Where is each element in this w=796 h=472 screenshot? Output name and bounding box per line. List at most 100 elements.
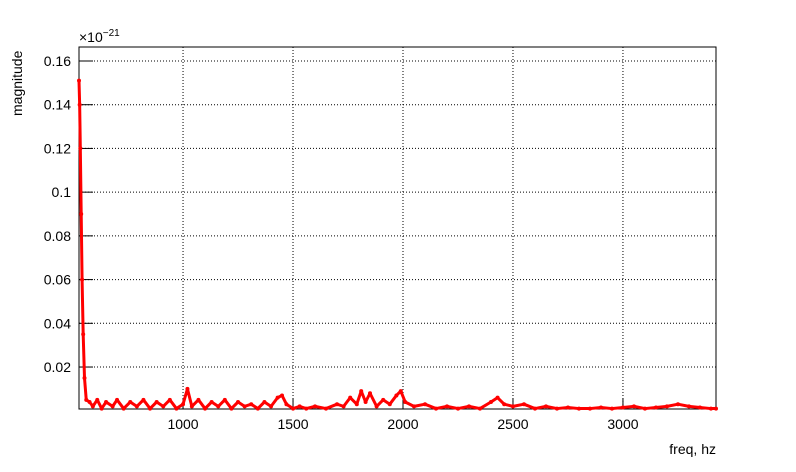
data-point <box>84 397 89 402</box>
data-point <box>387 402 392 407</box>
data-point <box>222 397 227 402</box>
y-tick-label: 0.1 <box>52 184 72 200</box>
data-point <box>134 404 139 409</box>
data-point <box>269 404 274 409</box>
data-point <box>502 402 507 407</box>
data-point <box>477 406 482 411</box>
data-point <box>398 389 403 394</box>
x-tick-label: 2000 <box>387 416 418 432</box>
y-tick-label: 0.06 <box>44 272 71 288</box>
data-point <box>185 386 190 391</box>
data-point <box>714 406 718 411</box>
data-point <box>229 406 234 411</box>
data-point <box>216 404 221 409</box>
data-point <box>104 400 109 405</box>
data-point <box>495 395 500 400</box>
x-tick-label: 1500 <box>277 416 308 432</box>
multiplier-exponent: −21 <box>103 28 120 39</box>
data-point <box>161 404 166 409</box>
data-point <box>80 277 85 282</box>
data-point <box>466 404 471 409</box>
data-point <box>275 395 280 400</box>
x-axis-label: freq, hz <box>669 441 716 457</box>
data-point <box>455 406 460 411</box>
data-point <box>236 400 241 405</box>
data-point <box>95 397 100 402</box>
y-tick-label: 0.14 <box>44 97 71 113</box>
data-point <box>196 397 201 402</box>
data-point <box>167 397 172 402</box>
x-tick-label: 1000 <box>167 416 198 432</box>
data-point <box>554 406 559 411</box>
data-point <box>620 405 625 410</box>
x-tick-label: 3000 <box>607 416 638 432</box>
y-tick-label: 0.04 <box>44 315 71 331</box>
data-point <box>141 397 146 402</box>
data-point <box>675 402 680 407</box>
data-point <box>394 393 399 398</box>
data-point <box>291 406 296 411</box>
y-axis-label: magnitude <box>9 50 25 116</box>
y-tick-label: 0.12 <box>44 140 71 156</box>
data-point <box>587 406 592 411</box>
data-point <box>121 406 126 411</box>
data-point <box>255 406 260 411</box>
data-point <box>348 395 353 400</box>
data-point <box>77 78 81 83</box>
data-point <box>653 405 658 410</box>
data-point <box>422 402 427 407</box>
data-point <box>79 212 84 217</box>
data-point <box>411 404 416 409</box>
data-point <box>642 406 647 411</box>
data-point <box>284 402 289 407</box>
data-point <box>708 406 713 411</box>
data-point <box>249 402 254 407</box>
data-point <box>576 406 581 411</box>
plot-frame <box>78 46 717 410</box>
data-point <box>374 404 379 409</box>
y-tick-label: 0.02 <box>44 359 71 375</box>
data-point <box>363 400 368 405</box>
data-point <box>78 146 83 151</box>
data-point <box>521 402 526 407</box>
data-point <box>686 404 691 409</box>
data-point <box>90 404 95 409</box>
data-point <box>81 332 86 337</box>
data-point <box>115 397 120 402</box>
data-point <box>324 406 329 411</box>
data-point <box>148 406 153 411</box>
data-point <box>335 402 340 407</box>
data-point <box>181 402 186 407</box>
data-point <box>664 404 669 409</box>
data-point <box>510 404 515 409</box>
data-point <box>262 400 267 405</box>
data-point <box>381 397 386 402</box>
data-point <box>359 389 364 394</box>
data-point <box>565 405 570 410</box>
data-point <box>77 102 82 107</box>
data-point <box>697 405 702 410</box>
data-point <box>543 404 548 409</box>
y-tick-label: 0.16 <box>44 53 71 69</box>
data-point <box>203 406 208 411</box>
data-point <box>488 400 493 405</box>
data-point <box>403 400 408 405</box>
data-point <box>297 404 302 409</box>
x-tick-label: 2500 <box>497 416 528 432</box>
data-point <box>341 404 346 409</box>
data-point <box>433 406 438 411</box>
data-point <box>242 404 247 409</box>
y-multiplier: ×10−21 <box>79 28 120 45</box>
data-point <box>209 400 214 405</box>
data-point <box>280 393 285 398</box>
data-point <box>99 406 104 411</box>
data-point <box>87 400 92 405</box>
data-point <box>154 400 159 405</box>
data-point <box>631 404 636 409</box>
data-point <box>110 404 115 409</box>
multiplier-base: ×10 <box>79 29 103 45</box>
data-point <box>128 400 133 405</box>
data-point <box>189 404 194 409</box>
data-point <box>304 406 309 411</box>
